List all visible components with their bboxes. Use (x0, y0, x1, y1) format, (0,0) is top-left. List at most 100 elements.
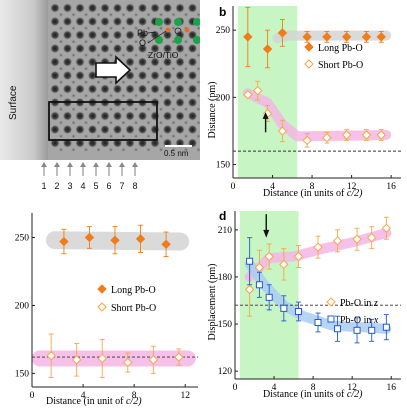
data-point (361, 32, 372, 42)
atom-dot (62, 124, 73, 135)
legend-marker-short (97, 302, 107, 312)
atom-dot-small (58, 106, 64, 112)
atom-dot (187, 3, 198, 13)
x-tick-label: 16 (386, 182, 396, 192)
x-tick-label: 4 (272, 383, 277, 393)
data-point (293, 251, 304, 262)
atom-dot-small (83, 106, 89, 112)
atom-dot (175, 84, 185, 94)
atom-dot-small (145, 120, 152, 126)
atom-dot (50, 30, 60, 40)
x-tick-label: 12 (347, 182, 357, 192)
y-tick-label: 250 (15, 233, 30, 243)
row-number: 5 (93, 181, 98, 191)
data-point (353, 326, 361, 334)
atom-dot (75, 30, 85, 40)
pb-atom-icon (174, 36, 182, 44)
atom-dot (100, 84, 110, 94)
atom-dot-small (95, 12, 102, 18)
atom-dot-small (83, 25, 89, 31)
atom-dot-small (58, 79, 64, 85)
atom-dot-small (170, 12, 177, 18)
atom-dot-small (70, 106, 77, 112)
panel-b: b Distance (pm) Distance (in units of c/… (203, 0, 407, 200)
atom-dot (112, 16, 123, 27)
atom-dot (87, 70, 98, 81)
data-point (148, 355, 159, 365)
atom-dot-small (158, 93, 164, 99)
data-point (255, 281, 263, 289)
atom-dot (112, 30, 123, 40)
legend-short-label: Short Pb-O (111, 303, 156, 314)
atom-dot-small (108, 25, 114, 31)
y-tick-label: 210 (218, 226, 233, 236)
data-point (376, 130, 386, 140)
atom-dot (87, 84, 98, 94)
up-arrow-icon (67, 162, 73, 167)
data-point (59, 236, 69, 247)
atom-dot (137, 3, 148, 13)
atom-dot (87, 124, 98, 135)
atom-dot-small (108, 120, 114, 126)
data-point (366, 232, 377, 243)
atom-dot-small (145, 93, 152, 99)
atom-dot (162, 43, 173, 54)
atom-dot-small (108, 133, 114, 139)
row-number: 3 (67, 181, 72, 191)
atom-dot-small (158, 147, 164, 153)
atom-dot (162, 70, 173, 81)
panel-c: Distance (in unit of c/2) 0 4 8 12 150 200 250… (0, 207, 203, 407)
atom-dot-small (58, 147, 64, 153)
atom-dot-small (170, 52, 177, 58)
y-tick-label: 180 (218, 273, 233, 283)
atom-dot-small (170, 147, 177, 153)
panel-letter-b: b (219, 5, 226, 19)
atom-dot-small (95, 106, 102, 112)
atom-dot-small (170, 120, 177, 126)
atom-dot (100, 16, 110, 27)
data-point (246, 257, 254, 265)
row-number: 8 (132, 181, 137, 191)
surface-label: Surface (8, 85, 19, 120)
y-axis-label: Displacement (pm) (207, 264, 218, 341)
atom-dot-small (133, 52, 139, 58)
o-label: O (139, 38, 146, 48)
x-tick-label: 8 (311, 383, 316, 393)
atom-dot-small (170, 93, 177, 99)
atom-dot (162, 30, 173, 40)
x-axis-label: Distance (in units of c/2) (263, 188, 363, 199)
x-axis-label: Distance (in unit of c/2) (46, 396, 142, 407)
atom-dot-small (120, 25, 127, 31)
atom-dot-small (70, 93, 77, 99)
up-arrow-icon (262, 112, 269, 119)
atom-dot (100, 111, 110, 121)
atom-dot-small (158, 12, 164, 18)
atom-dot-small (170, 106, 177, 112)
x-tick-label: 12 (347, 383, 357, 393)
atom-dot (150, 111, 160, 121)
data-point (334, 325, 342, 333)
atom-dot-small (145, 66, 152, 72)
atom-dot (75, 111, 85, 121)
atom-dot-small (120, 147, 127, 153)
data-point (243, 32, 253, 42)
atom-dot-small (133, 106, 139, 112)
atom-dot (62, 84, 73, 94)
pb-label: Pb (137, 28, 148, 38)
y-tick-label: 150 (15, 369, 30, 379)
pb-atom-icon (155, 36, 163, 44)
atom-dot-small (95, 79, 102, 85)
atom-dot-small (195, 147, 202, 153)
atom-dot-small (133, 133, 139, 139)
up-arrow-icon (132, 162, 138, 167)
y-tick-label: 250 (216, 26, 231, 36)
pb-atom-icon (193, 18, 201, 26)
atom-dot-small (70, 25, 77, 31)
data-point (243, 89, 253, 100)
atom-dot (150, 124, 160, 135)
atom-dot-small (170, 133, 177, 139)
atom-dot (175, 43, 185, 54)
atom-dot-small (158, 66, 164, 72)
pb-atom-icon (193, 36, 201, 44)
